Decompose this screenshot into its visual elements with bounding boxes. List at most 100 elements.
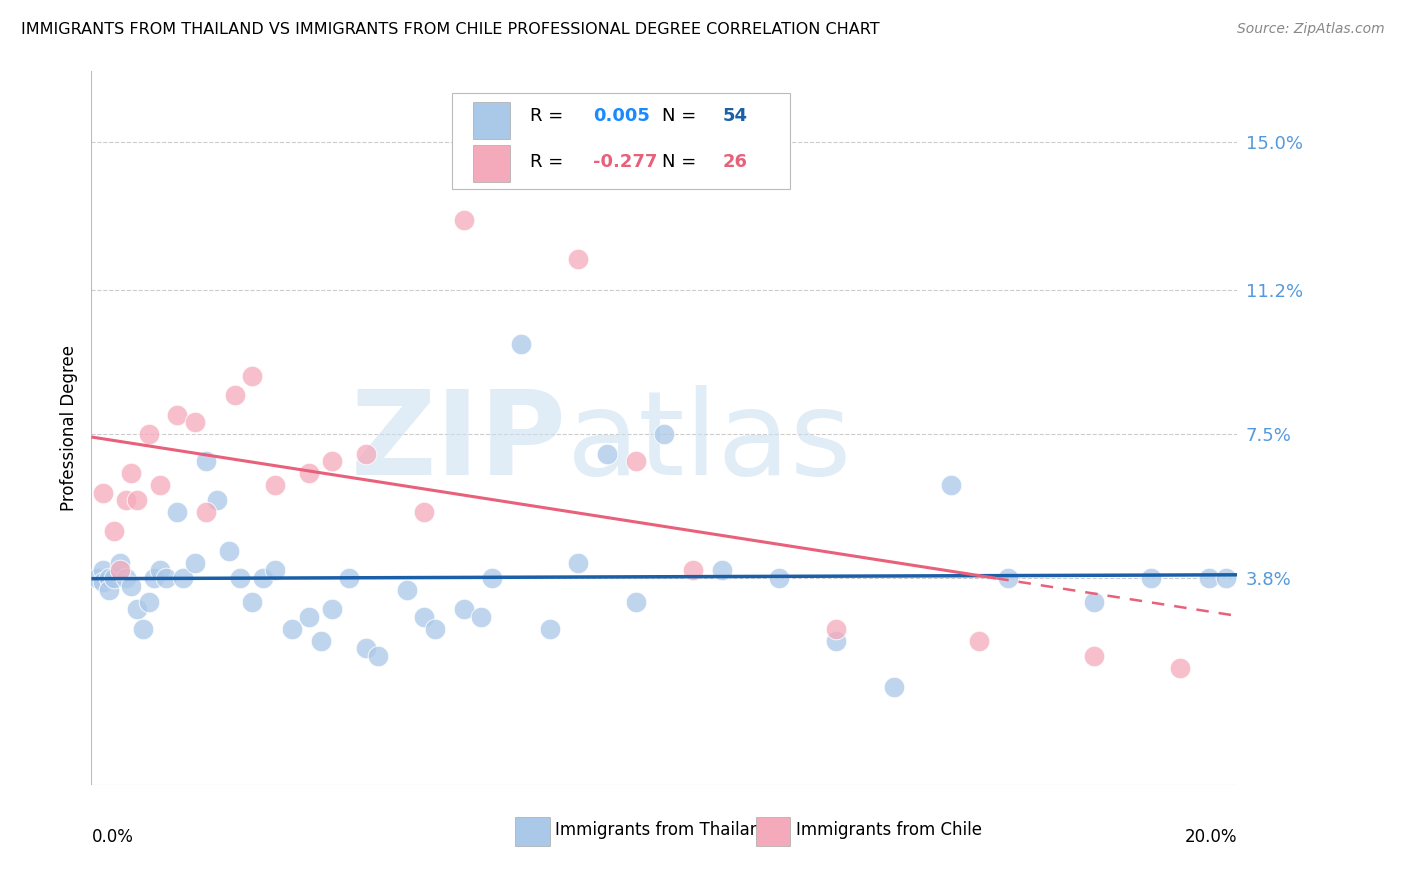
Point <box>395 582 418 597</box>
Point <box>1198 571 1220 585</box>
Point <box>825 633 848 648</box>
Point <box>337 571 360 585</box>
Point <box>1215 571 1237 585</box>
Point <box>91 485 114 500</box>
Point <box>768 571 790 585</box>
Text: Source: ZipAtlas.com: Source: ZipAtlas.com <box>1237 22 1385 37</box>
Point <box>108 564 131 578</box>
Point <box>194 505 217 519</box>
Point <box>263 477 285 491</box>
Point <box>596 446 619 460</box>
Text: ZIP: ZIP <box>352 385 567 500</box>
Point <box>114 493 136 508</box>
Point <box>183 556 205 570</box>
Point <box>127 493 149 508</box>
Point <box>121 579 143 593</box>
Text: atlas: atlas <box>567 385 852 500</box>
Point <box>481 571 503 585</box>
Point <box>166 505 188 519</box>
Point <box>97 582 120 597</box>
Point <box>412 610 434 624</box>
Point <box>166 408 188 422</box>
Point <box>453 212 475 227</box>
Point <box>321 602 343 616</box>
Point <box>567 252 589 266</box>
Point <box>91 575 114 590</box>
Point <box>1083 649 1105 664</box>
Text: Immigrants from Chile: Immigrants from Chile <box>796 821 983 838</box>
Point <box>567 556 589 570</box>
Point <box>882 681 904 695</box>
Point <box>356 446 378 460</box>
Point <box>470 610 492 624</box>
Point <box>1168 661 1191 675</box>
Point <box>453 602 475 616</box>
FancyBboxPatch shape <box>516 817 550 846</box>
Point <box>969 633 991 648</box>
FancyBboxPatch shape <box>756 817 790 846</box>
Point <box>682 564 704 578</box>
Point <box>127 602 149 616</box>
Point <box>155 571 177 585</box>
Point <box>309 633 332 648</box>
Point <box>114 571 136 585</box>
Text: 20.0%: 20.0% <box>1185 828 1237 846</box>
Point <box>103 571 125 585</box>
Text: 0.0%: 0.0% <box>91 828 134 846</box>
Text: IMMIGRANTS FROM THAILAND VS IMMIGRANTS FROM CHILE PROFESSIONAL DEGREE CORRELATIO: IMMIGRANTS FROM THAILAND VS IMMIGRANTS F… <box>21 22 880 37</box>
Y-axis label: Professional Degree: Professional Degree <box>59 345 77 511</box>
FancyBboxPatch shape <box>453 93 790 189</box>
Point <box>91 564 114 578</box>
Point <box>103 524 125 539</box>
Point <box>172 571 194 585</box>
Text: R =: R = <box>530 107 569 125</box>
Point <box>240 368 263 383</box>
Point <box>207 493 229 508</box>
Point <box>183 415 205 429</box>
Point <box>138 595 160 609</box>
Point <box>97 571 120 585</box>
Point <box>510 337 533 351</box>
Text: 26: 26 <box>723 153 748 171</box>
Point <box>624 595 647 609</box>
Point <box>412 505 434 519</box>
Point <box>143 571 166 585</box>
Point <box>281 622 304 636</box>
Text: 0.005: 0.005 <box>593 107 650 125</box>
Point <box>1140 571 1163 585</box>
Point <box>298 466 321 480</box>
Point <box>321 454 343 468</box>
Point <box>356 641 378 656</box>
Text: N =: N = <box>662 107 702 125</box>
Point <box>825 622 848 636</box>
Point <box>224 388 246 402</box>
Point <box>939 477 962 491</box>
Point <box>423 622 446 636</box>
Point <box>229 571 252 585</box>
Point <box>138 427 160 442</box>
Point <box>149 477 172 491</box>
Point <box>252 571 274 585</box>
Point <box>194 454 217 468</box>
Point <box>367 649 389 664</box>
Text: N =: N = <box>662 153 702 171</box>
Text: 54: 54 <box>723 107 748 125</box>
FancyBboxPatch shape <box>472 145 509 182</box>
Point <box>86 571 108 585</box>
FancyBboxPatch shape <box>472 102 509 139</box>
Point <box>997 571 1019 585</box>
Point <box>149 564 172 578</box>
Point <box>652 427 675 442</box>
Point <box>538 622 561 636</box>
Point <box>132 622 155 636</box>
Text: Immigrants from Thailand: Immigrants from Thailand <box>555 821 772 838</box>
Point <box>121 466 143 480</box>
Point <box>218 544 240 558</box>
Text: -0.277: -0.277 <box>593 153 658 171</box>
Text: R =: R = <box>530 153 569 171</box>
Point <box>263 564 285 578</box>
Point <box>1083 595 1105 609</box>
Point <box>624 454 647 468</box>
Point <box>240 595 263 609</box>
Point <box>108 556 131 570</box>
